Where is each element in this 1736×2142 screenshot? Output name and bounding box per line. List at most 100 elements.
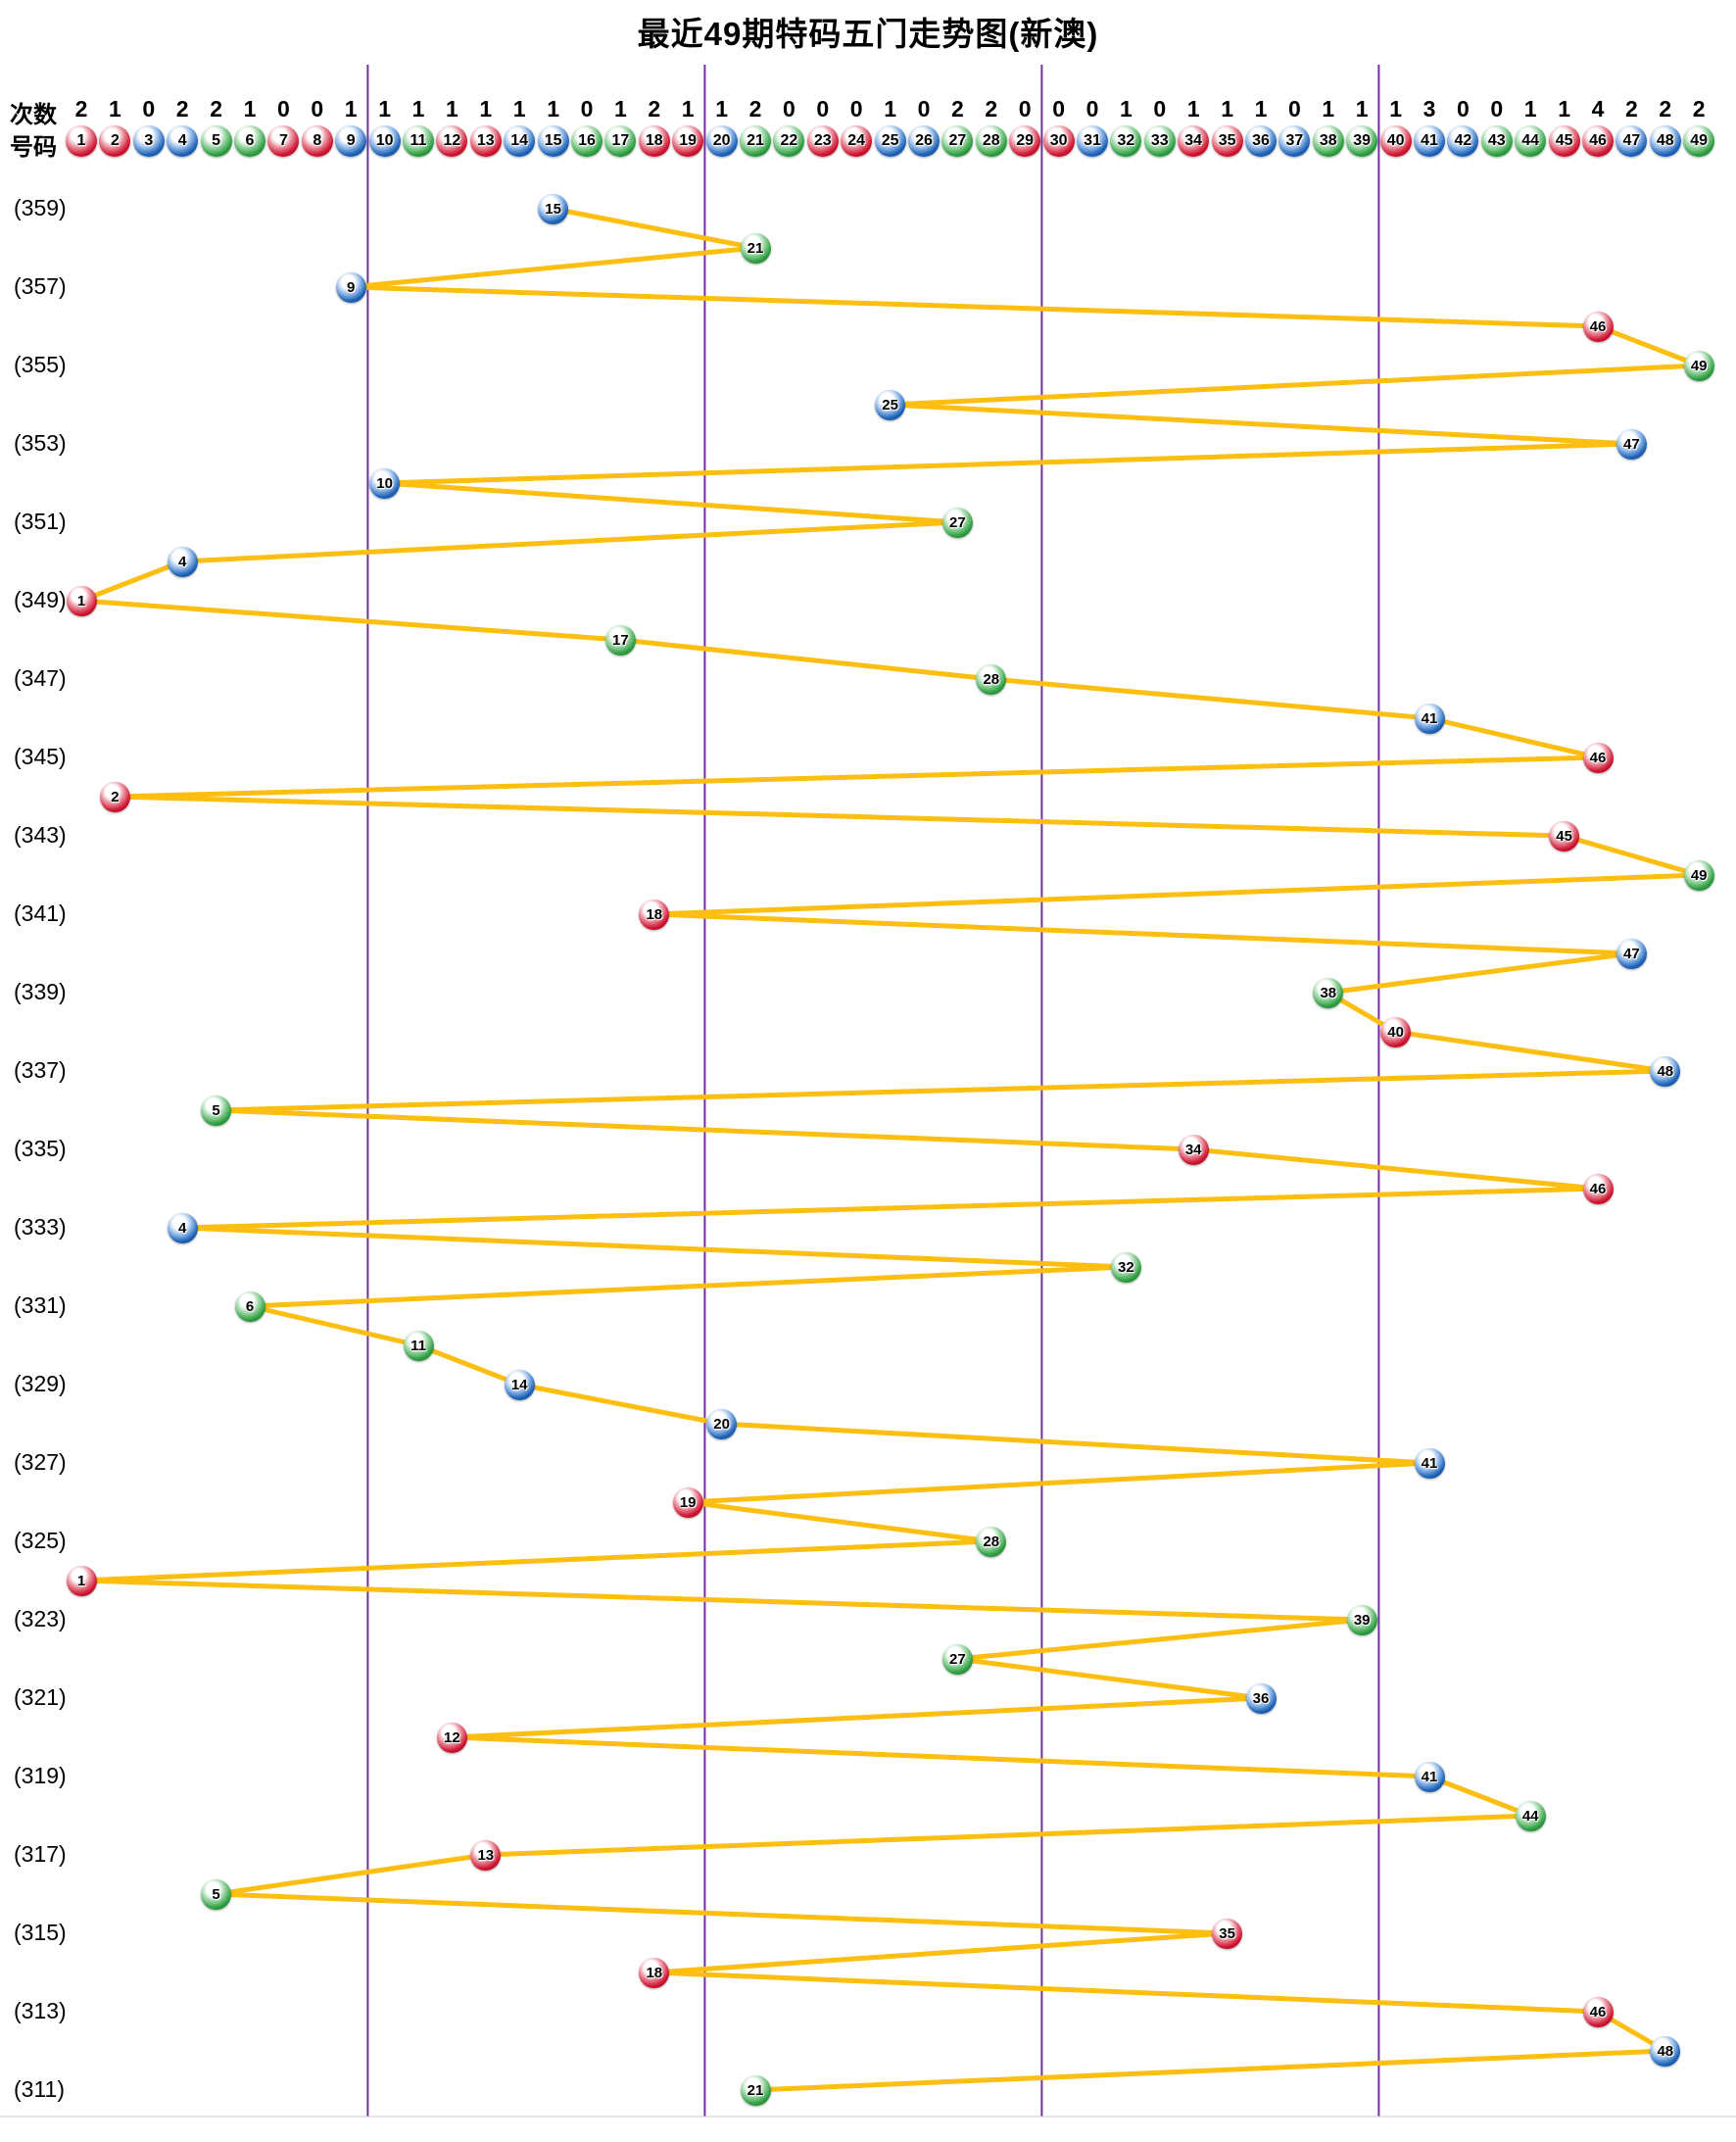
header-ball: 34	[1178, 125, 1210, 157]
numbers-header-label: 号码	[10, 134, 57, 161]
period-label: (343)	[14, 822, 67, 848]
count-cell: 0	[1052, 96, 1065, 122]
header-ball: 19	[672, 125, 704, 157]
trend-ball: 12	[436, 1722, 467, 1753]
count-cell: 1	[1254, 96, 1268, 122]
count-cell: 0	[782, 96, 796, 122]
header-ball: 18	[638, 125, 670, 157]
count-cell: 2	[950, 96, 964, 122]
count-cell: 1	[1389, 96, 1402, 122]
count-cell: 1	[613, 96, 627, 122]
count-cell: 2	[74, 96, 88, 122]
count-cell: 0	[1153, 96, 1167, 122]
count-cell: 3	[1423, 96, 1436, 122]
header-ball: 31	[1077, 125, 1108, 157]
count-cell: 1	[1322, 96, 1335, 122]
header-ball: 9	[335, 125, 367, 157]
count-cell: 1	[1186, 96, 1200, 122]
period-label: (341)	[14, 901, 67, 926]
count-cell: 0	[276, 96, 290, 122]
trend-ball: 28	[976, 1526, 1007, 1557]
header-ball: 49	[1683, 125, 1715, 157]
period-label: (345)	[14, 744, 67, 769]
trend-ball: 46	[1582, 1996, 1614, 2027]
header-ball: 39	[1346, 125, 1378, 157]
trend-ball: 49	[1683, 859, 1714, 891]
period-label: (353)	[14, 430, 67, 456]
period-label: (355)	[14, 352, 67, 377]
count-cell: 2	[1659, 96, 1672, 122]
count-cell: 0	[311, 96, 324, 122]
header-ball: 46	[1582, 125, 1614, 157]
header-ball: 8	[301, 125, 333, 157]
header-ball: 28	[975, 125, 1007, 157]
trend-ball: 6	[234, 1290, 265, 1322]
count-cell: 1	[108, 96, 121, 122]
count-cell: 1	[344, 96, 358, 122]
trend-ball: 34	[1178, 1134, 1209, 1165]
period-label: (357)	[14, 273, 67, 299]
trend-ball: 5	[201, 1878, 232, 1910]
trend-ball: 38	[1313, 977, 1344, 1008]
trend-ball: 49	[1683, 350, 1714, 381]
header-ball: 29	[1009, 125, 1041, 157]
count-cell: 1	[243, 96, 257, 122]
page-title: 最近49期特码五门走势图(新澳)	[637, 16, 1099, 52]
trend-ball: 32	[1110, 1251, 1141, 1283]
trend-ball: 40	[1380, 1016, 1412, 1047]
count-cell: 1	[715, 96, 728, 122]
count-cell: 1	[681, 96, 695, 122]
trend-ball: 4	[167, 546, 198, 577]
trend-ball: 41	[1414, 703, 1445, 734]
trend-ball: 20	[706, 1408, 738, 1439]
trend-ball: 48	[1650, 1055, 1681, 1087]
count-cell: 0	[849, 96, 863, 122]
count-cell: 0	[1085, 96, 1099, 122]
trend-ball: 28	[976, 663, 1007, 695]
trend-ball: 21	[740, 232, 771, 264]
trend-ball: 1	[66, 1565, 97, 1596]
trend-ball: 44	[1515, 1800, 1546, 1831]
trend-ball: 35	[1212, 1918, 1243, 1949]
header-ball: 47	[1615, 125, 1648, 157]
trend-ball: 5	[201, 1095, 232, 1126]
count-cell: 1	[479, 96, 493, 122]
count-cell: 4	[1591, 96, 1605, 122]
header-ball: 16	[571, 125, 603, 157]
count-cell: 1	[1558, 96, 1570, 122]
trend-ball: 4	[167, 1212, 198, 1243]
count-cell: 1	[1523, 96, 1537, 122]
trend-ball: 18	[639, 1957, 670, 1988]
trend-ball: 39	[1346, 1604, 1377, 1635]
count-cell: 0	[580, 96, 594, 122]
header-ball: 12	[436, 125, 468, 157]
header-ball: 7	[267, 125, 300, 157]
period-label: (313)	[14, 1998, 67, 2023]
period-label: (347)	[14, 665, 67, 691]
header-ball: 27	[941, 125, 974, 157]
header-ball: 5	[200, 125, 232, 157]
count-cell: 2	[1624, 96, 1638, 122]
count-cell: 2	[985, 96, 998, 122]
trend-ball: 19	[672, 1486, 703, 1518]
trend-ball: 47	[1615, 938, 1647, 969]
count-cell: 1	[547, 96, 559, 122]
trend-ball: 45	[1549, 820, 1580, 852]
period-label: (315)	[14, 1920, 67, 1945]
period-label: (335)	[14, 1136, 67, 1161]
trend-ball: 47	[1615, 428, 1647, 460]
period-label: (325)	[14, 1528, 67, 1553]
count-cell: 1	[411, 96, 425, 122]
header-ball: 33	[1143, 125, 1176, 157]
header-ball: 13	[469, 125, 502, 157]
trend-polyline	[78, 206, 1702, 2093]
period-label: (321)	[14, 1684, 67, 1710]
count-cell: 0	[816, 96, 830, 122]
trend-ball: 17	[604, 624, 636, 656]
period-label: (351)	[14, 509, 67, 534]
count-cell: 2	[748, 96, 762, 122]
period-label: (337)	[14, 1057, 67, 1083]
trend-ball: 11	[403, 1330, 434, 1361]
trend-ball: 18	[639, 899, 670, 930]
